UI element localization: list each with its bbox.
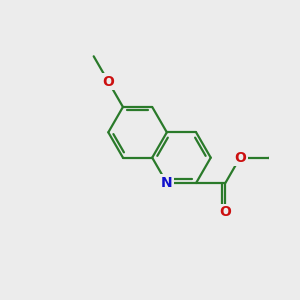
- Text: O: O: [102, 75, 114, 88]
- Text: O: O: [234, 151, 246, 165]
- Text: O: O: [219, 205, 231, 219]
- Text: N: N: [161, 176, 173, 190]
